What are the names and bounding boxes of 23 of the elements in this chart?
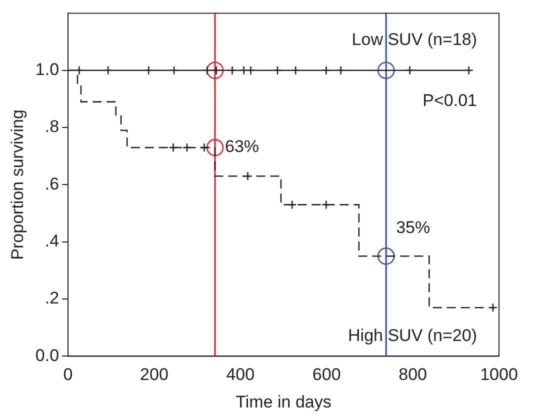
y-tick-label: .2 (44, 288, 60, 308)
y-tick-label: .8 (44, 117, 60, 136)
y-axis-title: Proportion surviving (8, 110, 27, 260)
x-axis-title: Time in days (236, 392, 332, 412)
x-tick-label: 800 (398, 365, 427, 384)
annotation: 63% (224, 137, 260, 156)
annotation: 35% (396, 218, 430, 237)
x-tick-label: 400 (226, 365, 255, 384)
point (206, 62, 224, 80)
x-tick-label: 0 (63, 365, 73, 384)
x-tick-label: 200 (140, 365, 168, 384)
point (377, 62, 395, 80)
x-tick-label: 600 (312, 365, 341, 384)
series-label: Low SUV (n=18) (352, 30, 477, 50)
series-label: High SUV (n=20) (348, 326, 477, 345)
annotation: P<0.01 (422, 90, 477, 110)
y-tick-label: 1.0 (35, 60, 60, 80)
y-tick-label: 0.0 (35, 346, 60, 365)
y-tick-label: .6 (44, 174, 60, 194)
point (377, 248, 395, 265)
point (206, 138, 224, 156)
x-tick-label: 1000 (480, 365, 518, 384)
y-tick-label: .4 (44, 232, 60, 251)
